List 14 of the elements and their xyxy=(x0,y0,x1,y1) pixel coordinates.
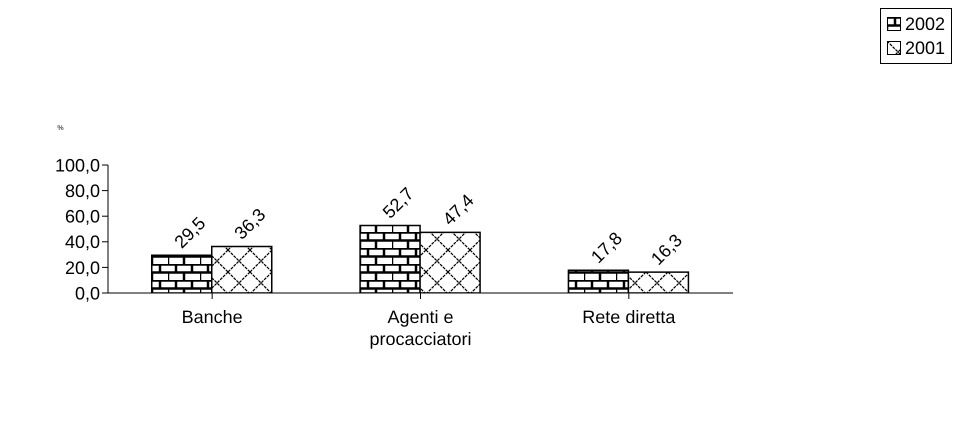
y-tick-label: 0,0 xyxy=(74,283,100,304)
data-label: 36,3 xyxy=(230,204,270,244)
x-tick-label: Agenti e procacciatori xyxy=(369,307,472,349)
y-tick-label: 20,0 xyxy=(64,258,100,278)
y-tick-label: 100,0 xyxy=(54,155,100,176)
legend-label: 2001 xyxy=(904,37,945,60)
legend-label: 2002 xyxy=(904,13,945,36)
y-tick-label: 60,0 xyxy=(64,206,100,227)
y-tick-label: 40,0 xyxy=(64,232,100,252)
data-label: 47,4 xyxy=(438,190,478,230)
x-tick-label: Banche xyxy=(182,307,243,327)
y-tick-label: 80,0 xyxy=(64,180,100,201)
x-tick-label: Rete diretta xyxy=(582,307,676,327)
data-label: 16,3 xyxy=(647,230,686,269)
